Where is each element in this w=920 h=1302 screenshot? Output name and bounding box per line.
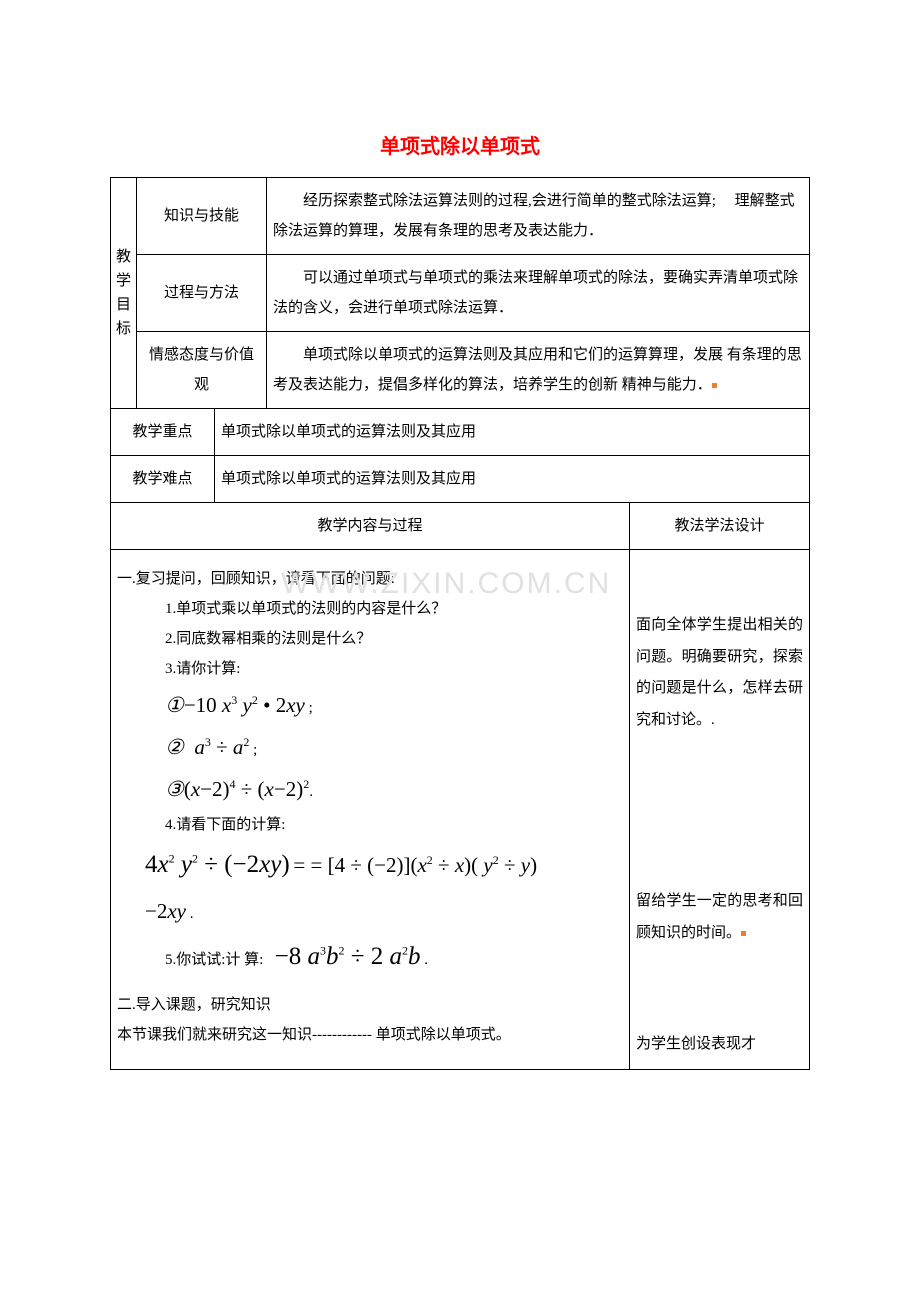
q1: 1.单项式乘以单项式的法则的内容是什么？ (117, 594, 623, 624)
section2-line: 本节课我们就来研究这一知识------------ 单项式除以单项式。 (117, 1020, 623, 1050)
method-p1: 面向全体学生提出相关的问题。明确要研究，探索的问题是什么，怎样去研究和讨论。. (636, 610, 803, 736)
method-design-cell: 面向全体学生提出相关的问题。明确要研究，探索的问题是什么，怎样去研究和讨论。. … (630, 550, 810, 1070)
difficulty-label: 教学难点 (111, 456, 215, 503)
difficulty-row: 教学难点 单项式除以单项式的运算法则及其应用 (111, 456, 810, 503)
knowledge-content: 经历探索整式除法运算法则的过程,会进行简单的整式除法运算; 理解整式除法运算的算… (267, 178, 810, 255)
q4: 4.请看下面的计算: (117, 810, 623, 840)
keypoint-content: 单项式除以单项式的运算法则及其应用 (215, 409, 810, 456)
process-label: 过程与方法 (137, 255, 267, 332)
eq3: ③(x−2)4 ÷ (x−2)2. (117, 768, 623, 810)
lesson-plan-table: 教学目标 知识与技能 经历探索整式除法运算法则的过程,会进行简单的整式除法运算;… (110, 177, 810, 1070)
attitude-content: 单项式除以单项式的运算法则及其应用和它们的运算算理，发展 有条理的思考及表达能力… (267, 332, 810, 409)
goal-knowledge-row: 教学目标 知识与技能 经历探索整式除法运算法则的过程,会进行简单的整式除法运算;… (111, 178, 810, 255)
method-design-header: 教法学法设计 (630, 503, 810, 550)
process-content: 可以通过单项式与单项式的乘法来理解单项式的除法，要确实弄清单项式除法的含义，会进… (267, 255, 810, 332)
keypoint-label: 教学重点 (111, 409, 215, 456)
keypoint-row: 教学重点 单项式除以单项式的运算法则及其应用 (111, 409, 810, 456)
difficulty-content: 单项式除以单项式的运算法则及其应用 (215, 456, 810, 503)
eq4b: −2xy . (117, 890, 623, 932)
content-process-cell: WWW.ZIXIN.COM.CN 一.复习提问，回顾知识，请看下面的问题: 1.… (111, 550, 630, 1070)
eq1: ①−10 x3 y2 • 2xy ; (117, 684, 623, 726)
goal-vertical-label: 教学目标 (111, 178, 137, 409)
goal-process-row: 过程与方法 可以通过单项式与单项式的乘法来理解单项式的除法，要确实弄清单项式除法… (111, 255, 810, 332)
q3: 3.请你计算: (117, 654, 623, 684)
q2: 2.同底数幂相乘的法则是什么？ (117, 624, 623, 654)
page-title: 单项式除以单项式 (110, 130, 810, 159)
method-p2: 留给学生一定的思考和回顾知识的时间。 (636, 886, 803, 949)
eq2: ② a3 ÷ a2 ; (117, 726, 623, 768)
content-process-header: 教学内容与过程 (111, 503, 630, 550)
accent-dot-icon (712, 383, 717, 388)
section2-heading: 二.导入课题，研究知识 (117, 990, 623, 1020)
eq4: 4x2 y2 ÷ (−2xy) = = [4 ÷ (−2)](x2 ÷ x)( … (117, 840, 623, 890)
accent-dot-icon (741, 931, 746, 936)
q5: 5.你试试:计 算: −8 a3b2 ÷ 2 a2b . (117, 932, 623, 982)
header-row: 教学内容与过程 教法学法设计 (111, 503, 810, 550)
section1-heading: 一.复习提问，回顾知识，请看下面的问题: (117, 564, 623, 594)
goal-attitude-row: 情感态度与价值观 单项式除以单项式的运算法则及其应用和它们的运算算理，发展 有条… (111, 332, 810, 409)
attitude-label: 情感态度与价值观 (137, 332, 267, 409)
content-row: WWW.ZIXIN.COM.CN 一.复习提问，回顾知识，请看下面的问题: 1.… (111, 550, 810, 1070)
method-p3: 为学生创设表现才 (636, 1029, 803, 1061)
knowledge-label: 知识与技能 (137, 178, 267, 255)
